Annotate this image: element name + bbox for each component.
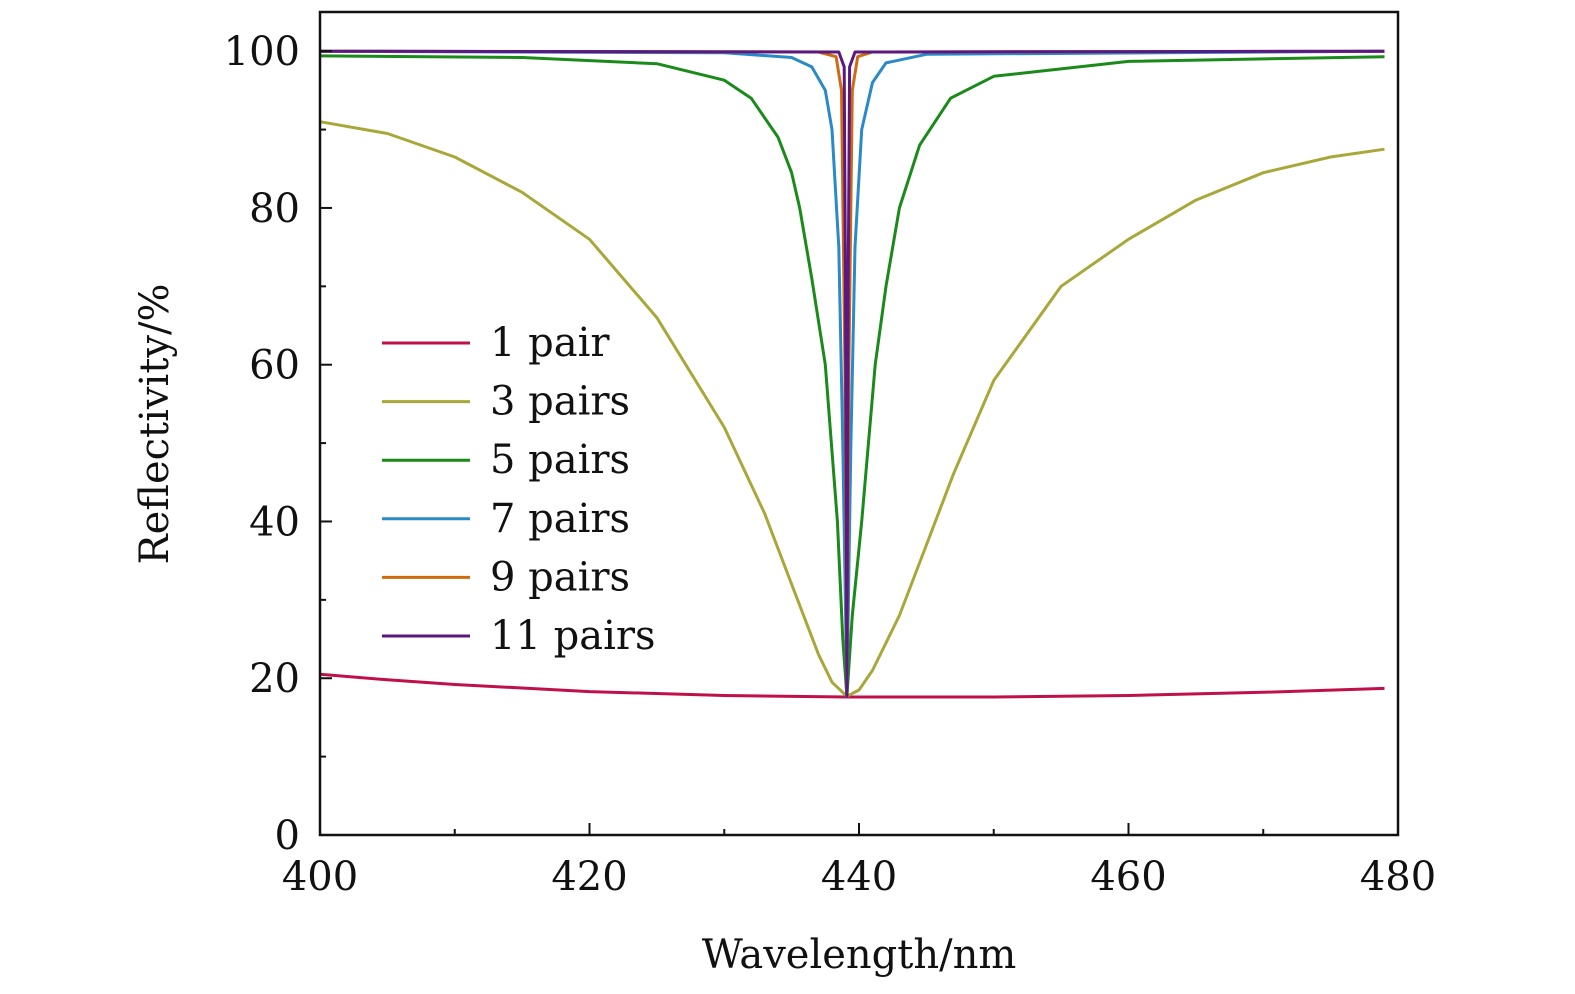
legend-label: 1 pair	[490, 320, 610, 366]
x-tick-label: 400	[282, 854, 358, 900]
y-tick-label: 40	[249, 499, 300, 545]
x-tick-label: 420	[551, 854, 627, 900]
series-line-1	[319, 672, 1385, 699]
y-tick-label: 60	[249, 343, 300, 389]
series-line-6	[319, 49, 1385, 698]
x-tick-label: 460	[1090, 854, 1166, 900]
legend-label: 7 pairs	[490, 496, 630, 542]
y-axis-label: Reflectivity/%	[132, 284, 178, 565]
x-tick-label: 480	[1360, 854, 1436, 900]
series-layer	[319, 49, 1385, 699]
x-axis-label: Wavelength/nm	[702, 932, 1017, 978]
y-tick-label: 20	[249, 656, 300, 702]
y-tick-label: 100	[224, 29, 300, 75]
y-tick-label: 0	[275, 813, 300, 859]
x-tick-label: 440	[821, 854, 897, 900]
plot-frame	[318, 10, 1400, 837]
legend-label: 3 pairs	[490, 379, 630, 425]
series-line-3	[319, 54, 1385, 698]
legend: 1 pair 3 pairs 5 pairs 7 pairs 9 pairs 11 pai…	[382, 320, 656, 659]
ticks-layer: 400 420 440 460 480 0 20 40 60 80 100	[224, 29, 1437, 900]
series-line-2	[319, 120, 1385, 698]
legend-label: 11 pairs	[490, 613, 656, 659]
legend-label: 5 pairs	[490, 437, 630, 483]
legend-label: 9 pairs	[490, 554, 630, 600]
y-tick-label: 80	[249, 186, 300, 232]
